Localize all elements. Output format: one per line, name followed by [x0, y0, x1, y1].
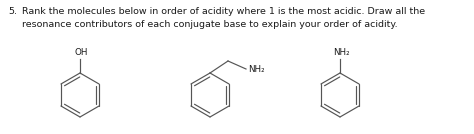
Text: Rank the molecules below in order of acidity where 1 is the most acidic. Draw al: Rank the molecules below in order of aci…: [22, 7, 425, 16]
Text: NH₂: NH₂: [248, 64, 264, 74]
Text: NH₂: NH₂: [333, 48, 350, 57]
Text: 5.: 5.: [8, 7, 17, 16]
Text: OH: OH: [75, 48, 89, 57]
Text: resonance contributors of each conjugate base to explain your order of acidity.: resonance contributors of each conjugate…: [22, 20, 398, 29]
